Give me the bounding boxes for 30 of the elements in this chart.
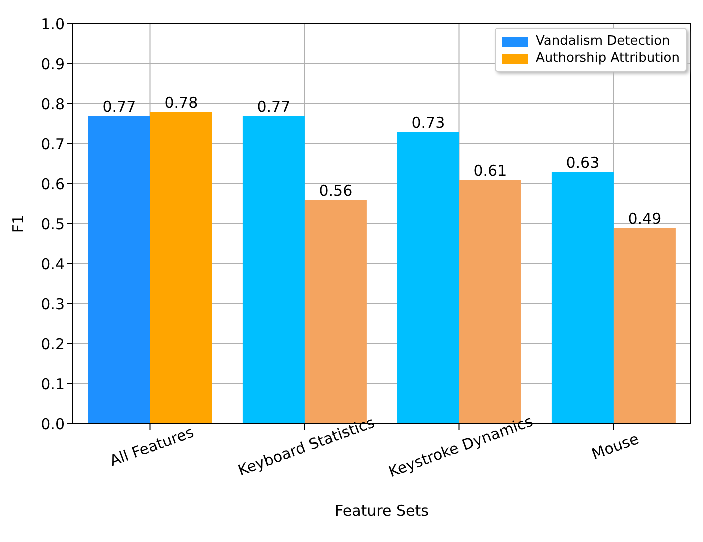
data-label: 0.49 <box>628 210 662 228</box>
data-label: 0.61 <box>474 162 508 180</box>
legend-label: Vandalism Detection <box>536 34 670 49</box>
bar <box>242 116 305 424</box>
x-axis-title: Feature Sets <box>335 502 430 520</box>
data-label: 0.63 <box>566 154 600 172</box>
bar <box>150 112 212 424</box>
y-tick-label: 0.8 <box>41 95 65 114</box>
data-label: 0.56 <box>319 182 353 200</box>
y-tick-label: 0.2 <box>41 335 65 354</box>
bar <box>397 132 460 424</box>
data-label: 0.77 <box>102 98 136 116</box>
y-tick-label: 0.7 <box>41 135 65 154</box>
bar <box>614 228 676 424</box>
y-tick-label: 0.6 <box>41 175 65 194</box>
data-label: 0.78 <box>164 94 198 112</box>
data-label: 0.77 <box>257 98 291 116</box>
y-tick-label: 1.0 <box>41 15 65 34</box>
y-tick-label: 0.1 <box>41 375 65 394</box>
y-tick-label: 0.0 <box>41 415 65 434</box>
y-tick-label: 0.4 <box>41 255 65 274</box>
data-label: 0.73 <box>412 114 446 132</box>
y-tick-label: 0.9 <box>41 55 65 74</box>
legend-label: Authorship Attribution <box>536 51 680 66</box>
y-tick-label: 0.3 <box>41 295 65 314</box>
y-axis-title: F1 <box>9 214 28 234</box>
bar <box>552 172 614 424</box>
y-tick-label: 0.5 <box>41 215 65 234</box>
bar <box>88 116 150 424</box>
x-tick-label: Mouse <box>590 430 642 464</box>
